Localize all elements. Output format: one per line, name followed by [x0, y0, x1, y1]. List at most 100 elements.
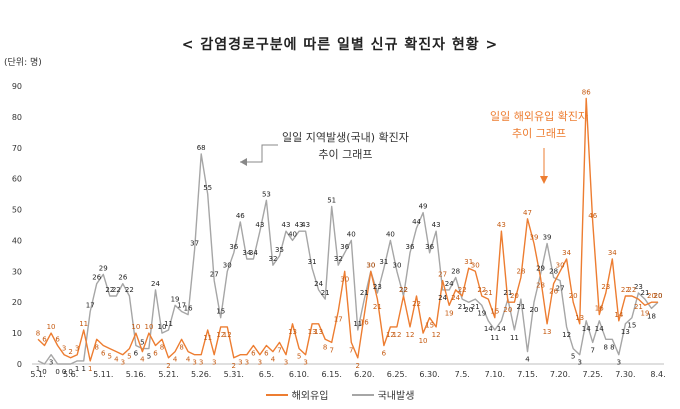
data-label-domestic: 8 — [604, 343, 608, 351]
data-label-domestic: 20 — [654, 292, 663, 300]
data-label-domestic: 21 — [471, 303, 480, 311]
data-label-overseas: 8 — [179, 343, 183, 351]
y-tick-label: 20 — [12, 298, 22, 307]
data-label-overseas: 23 — [601, 283, 610, 291]
data-label-overseas: 4 — [140, 356, 145, 364]
legend-item-overseas: 해외유입 — [265, 387, 329, 402]
data-label-overseas: 6 — [101, 349, 106, 357]
data-label-domestic: 5 — [147, 353, 151, 361]
data-label-domestic: 28 — [451, 268, 460, 276]
data-label-domestic: 17 — [177, 301, 186, 309]
data-label-overseas: 3 — [303, 359, 307, 367]
data-label-overseas: 12 — [432, 331, 441, 339]
data-label-overseas: 10 — [419, 337, 428, 345]
data-label-domestic: 20 — [464, 306, 473, 314]
data-label-overseas: 86 — [582, 88, 591, 96]
data-label-overseas: 13 — [575, 314, 584, 322]
data-label-overseas: 2 — [232, 362, 236, 370]
legend-swatch-overseas — [265, 393, 288, 396]
data-label-overseas: 3 — [75, 345, 79, 353]
data-label-domestic: 43 — [255, 221, 264, 229]
x-tick-label: 5.26. — [191, 370, 211, 379]
data-label-overseas: 31 — [464, 258, 473, 266]
annotation-overseas-line1: 일일 해외유입 확진자 — [490, 110, 589, 123]
data-label-overseas: 3 — [284, 359, 288, 367]
data-label-domestic: 14 — [595, 325, 604, 333]
data-label-domestic: 43 — [432, 221, 441, 229]
data-label-overseas: 7 — [349, 346, 353, 354]
x-tick-label: 6.10. — [289, 370, 309, 379]
data-label-domestic: 55 — [203, 184, 212, 192]
data-label-overseas: 3 — [62, 345, 66, 353]
data-label-overseas: 4 — [271, 356, 276, 364]
data-label-domestic: 11 — [353, 320, 362, 328]
annotation-overseas-line2: 추이 그래프 — [511, 127, 567, 140]
data-label-domestic: 1 — [75, 365, 79, 373]
data-label-domestic: 28 — [549, 268, 558, 276]
data-label-domestic: 23 — [373, 283, 382, 291]
data-label-overseas: 17 — [334, 315, 343, 323]
data-label-domestic: 3 — [617, 359, 621, 367]
x-tick-label: 5.21. — [158, 370, 178, 379]
data-label-overseas: 46 — [588, 212, 597, 220]
x-tick-label: 5.16. — [126, 370, 146, 379]
data-label-overseas: 6 — [264, 349, 269, 357]
data-label-overseas: 27 — [438, 271, 447, 279]
data-label-domestic: 43 — [301, 221, 310, 229]
data-label-domestic: 7 — [591, 346, 595, 354]
annotation-domestic-connector — [240, 144, 278, 163]
data-label-overseas: 11 — [79, 320, 88, 328]
x-tick-label: 5.1. — [30, 370, 45, 379]
legend-label-overseas: 해외유입 — [291, 391, 329, 402]
x-tick-label: 6.15. — [322, 370, 342, 379]
data-label-domestic: 34 — [242, 249, 251, 257]
data-label-domestic: 68 — [197, 144, 206, 152]
data-label-overseas: 28 — [536, 282, 545, 290]
data-label-domestic: 36 — [425, 243, 434, 251]
data-label-overseas: 22 — [458, 286, 467, 294]
data-label-overseas: 21 — [634, 303, 643, 311]
data-label-domestic: 35 — [275, 246, 284, 254]
data-label-overseas: 47 — [523, 209, 532, 217]
data-label-domestic: 24 — [151, 280, 160, 288]
data-label-overseas: 30 — [340, 275, 349, 283]
data-label-overseas: 3 — [258, 359, 262, 367]
legend: 해외유입 국내발생 — [0, 387, 680, 402]
x-tick-label: 8.4. — [650, 370, 665, 379]
data-label-overseas: 12 — [216, 331, 225, 339]
data-label-domestic: 21 — [360, 289, 369, 297]
data-label-domestic: 21 — [321, 289, 330, 297]
data-label-overseas: 21 — [373, 303, 382, 311]
data-label-domestic: 15 — [216, 308, 225, 316]
data-label-overseas: 15 — [425, 322, 434, 330]
data-label-overseas: 16 — [595, 305, 604, 313]
data-label-domestic: 43 — [295, 221, 304, 229]
data-label-overseas: 13 — [543, 328, 552, 336]
data-label-domestic: 32 — [334, 255, 343, 263]
data-label-overseas: 26 — [549, 288, 558, 296]
data-label-overseas: 6 — [251, 349, 256, 357]
unit-label: (단위: 명) — [4, 58, 42, 68]
series-line-overseas — [37, 97, 658, 362]
data-label-domestic: 14 — [582, 325, 591, 333]
y-tick-label: 70 — [12, 144, 22, 153]
annotation-domestic-line1: 일일 지역발생(국내) 확진자 — [282, 131, 409, 144]
data-label-domestic: 30 — [223, 261, 232, 269]
data-label-domestic: 16 — [184, 305, 193, 313]
y-tick-label: 0 — [17, 360, 22, 369]
data-label-domestic: 12 — [562, 331, 571, 339]
data-label-overseas: 7 — [329, 346, 333, 354]
data-label-overseas: 22 — [477, 286, 486, 294]
data-label-domestic: 0 — [68, 368, 72, 376]
data-label-domestic: 32 — [268, 255, 277, 263]
data-label-domestic: 36 — [406, 243, 415, 251]
data-label-domestic: 5 — [140, 339, 144, 347]
data-label-overseas: 30 — [366, 261, 375, 269]
data-label-overseas: 6 — [42, 335, 47, 343]
data-label-domestic: 22 — [125, 286, 134, 294]
y-tick-label: 60 — [12, 175, 22, 184]
data-label-overseas: 10 — [47, 323, 56, 331]
data-label-overseas: 12 — [223, 331, 232, 339]
data-label-overseas: 2 — [356, 362, 360, 370]
